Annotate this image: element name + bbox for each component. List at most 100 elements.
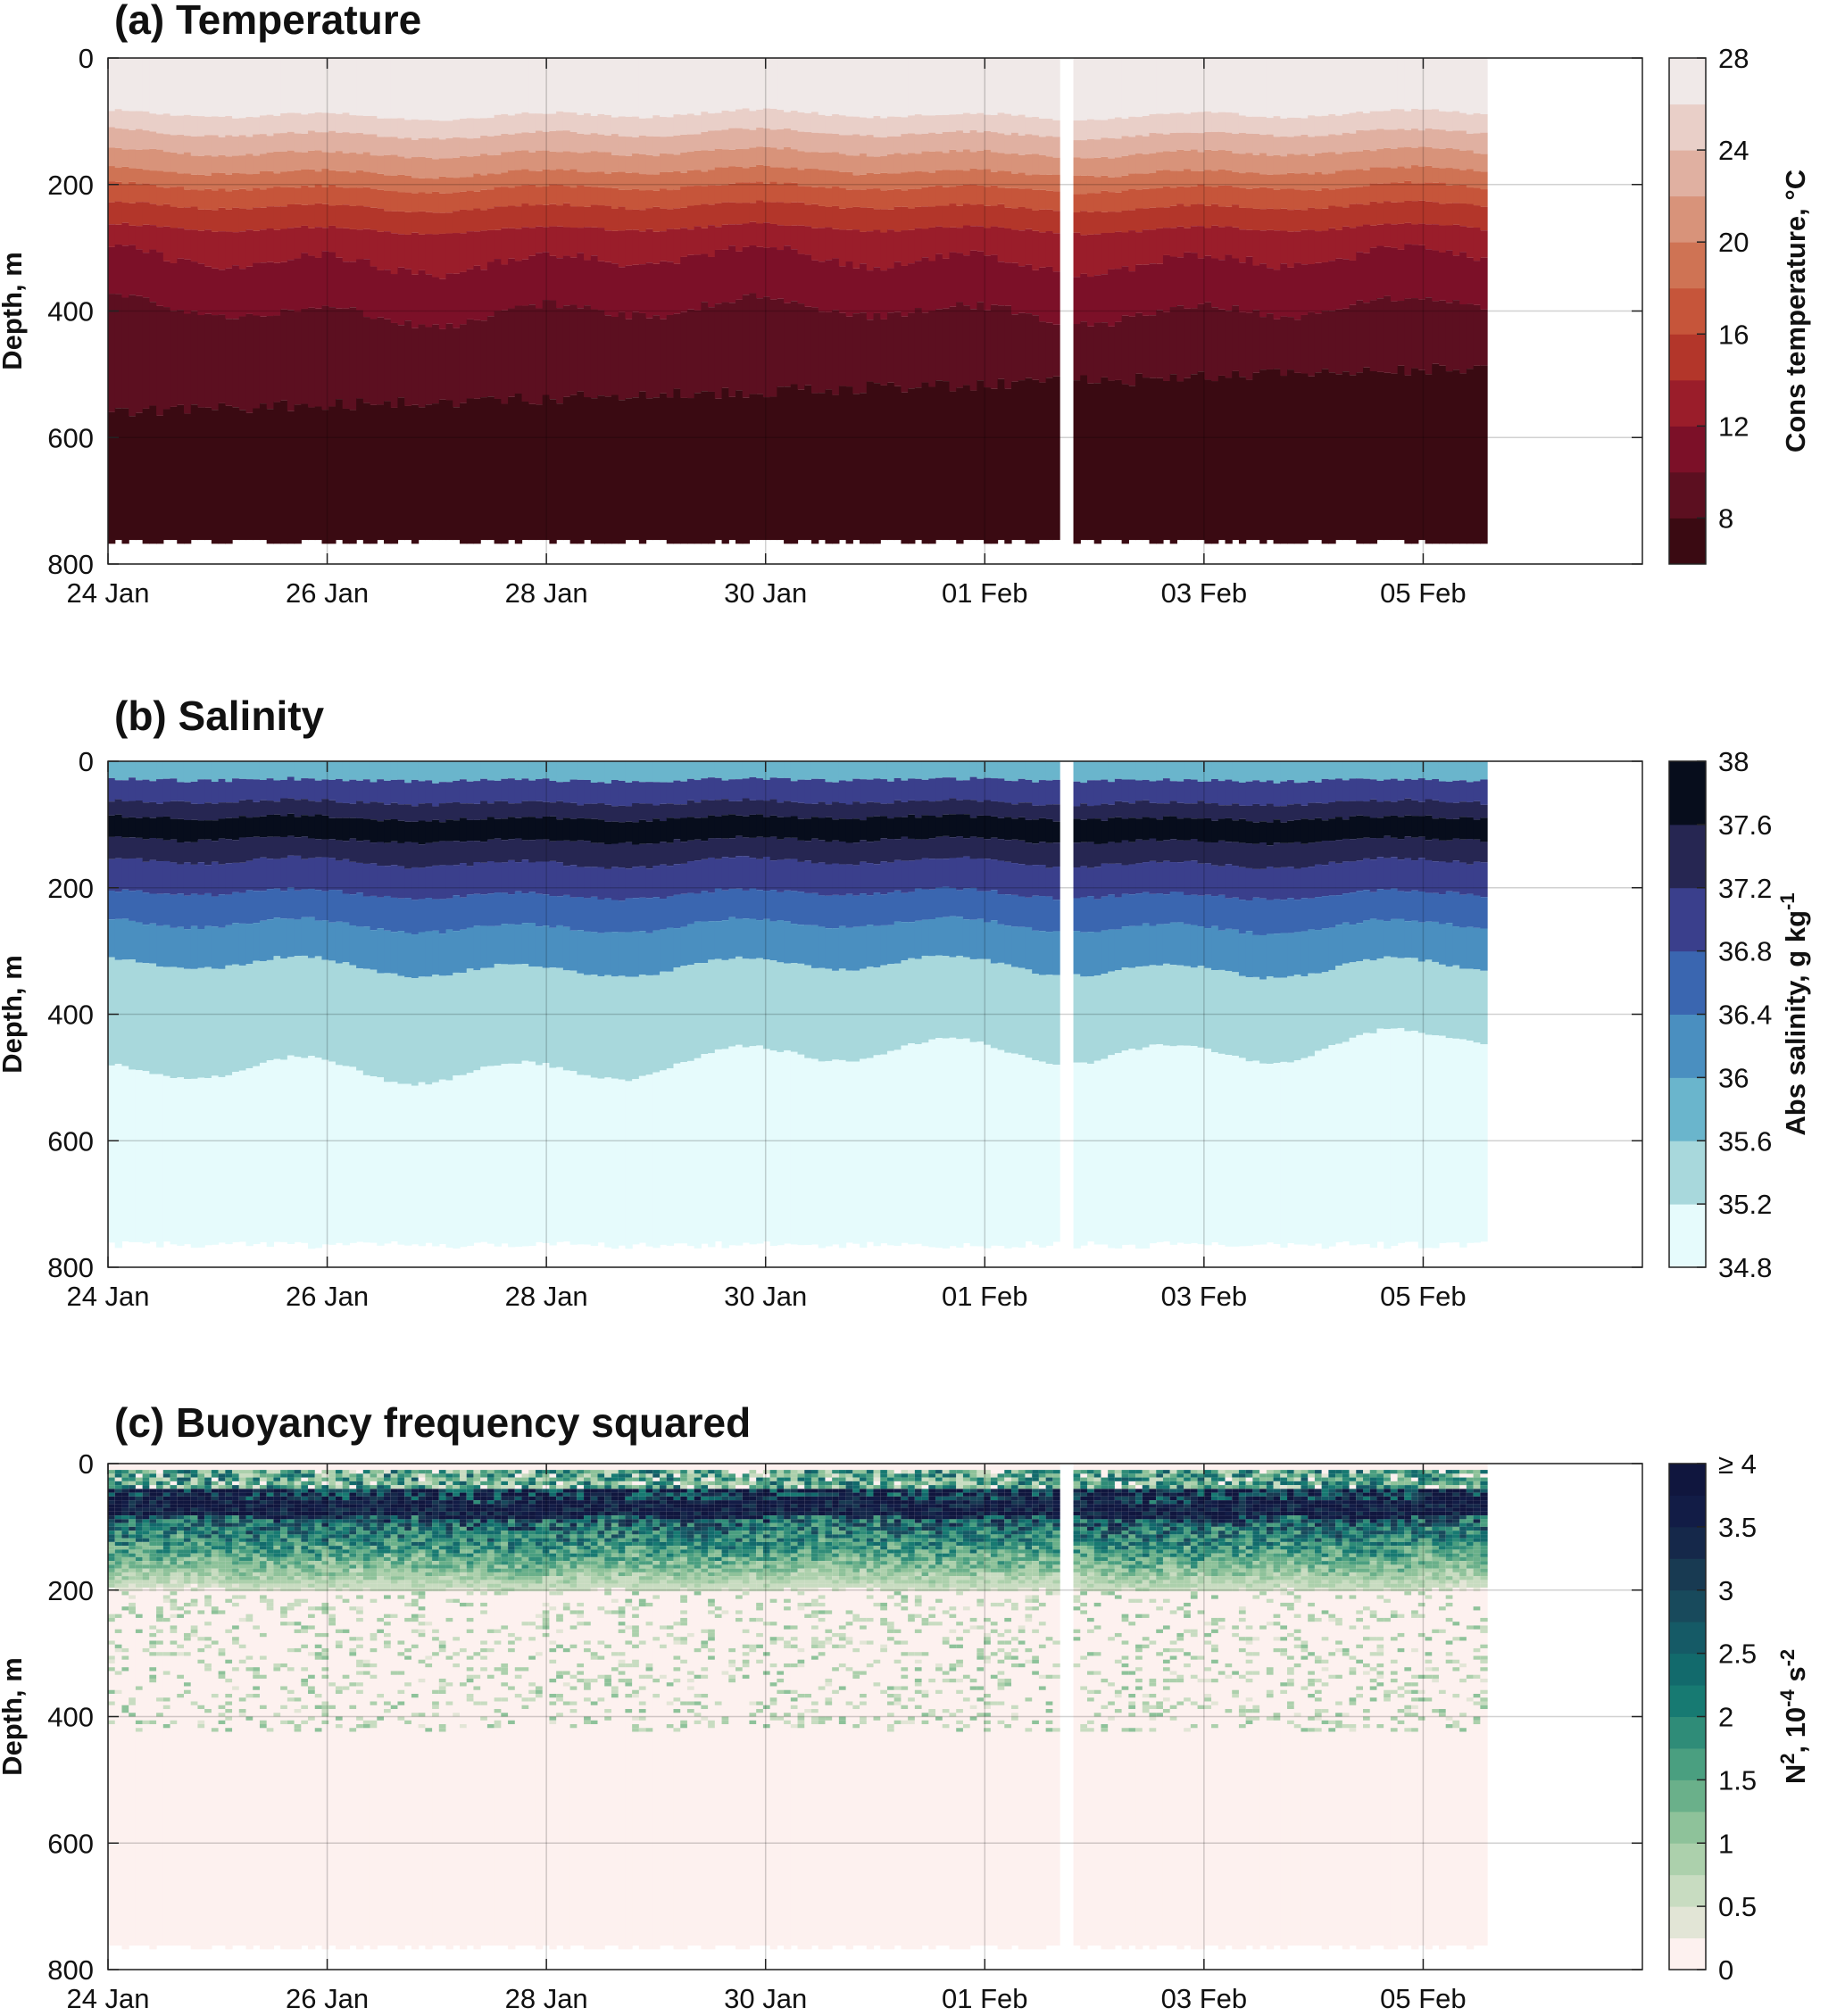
colorbar-tick-label: 36 — [1718, 1062, 1749, 1093]
colorbar-tick-label: 16 — [1718, 319, 1749, 350]
colorbar-tick-label: 37.2 — [1718, 873, 1772, 904]
y-tick-label: 800 — [47, 1954, 94, 1986]
colorbar-tick-label: ≥ 4 — [1718, 1448, 1757, 1480]
colorbar-level — [1669, 1464, 1706, 1496]
x-tick-label: 01 Feb — [942, 1281, 1028, 1312]
y-tick-label: 400 — [47, 1702, 94, 1733]
colorbar-tick-label: 2 — [1718, 1702, 1733, 1733]
y-tick-label: 0 — [79, 746, 94, 777]
x-tick-label: 01 Feb — [942, 577, 1028, 609]
colorbar: 0 0.5 1 1.5 2 2.5 3 3.5 ≥ 4 N2, 10-4 s-2 — [1668, 1448, 1812, 1986]
x-tick-label: 26 Jan — [286, 1983, 369, 2014]
x-tick-label: 03 Feb — [1161, 1983, 1248, 2014]
colorbar-tick-label: 0.5 — [1718, 1891, 1757, 1922]
y-axis-label: Depth, m — [0, 955, 28, 1074]
x-tick-label: 30 Jan — [724, 1281, 807, 1312]
colorbar-level — [1669, 150, 1706, 197]
colorbar-tick-label: 24 — [1718, 135, 1749, 166]
x-tick-label: 30 Jan — [724, 1983, 807, 2014]
x-tick-label: 01 Feb — [942, 1983, 1028, 2014]
colorbar-level — [1669, 1874, 1706, 1907]
colorbar-level — [1669, 887, 1706, 952]
colorbar-level — [1669, 1558, 1706, 1591]
colorbar-level — [1669, 950, 1706, 1015]
panel-title: (a) Temperature — [114, 0, 421, 43]
colorbar-level — [1669, 761, 1706, 825]
colorbar-level — [1669, 518, 1706, 565]
colorbar-level — [1669, 1811, 1706, 1844]
colorbar-level — [1669, 824, 1706, 889]
colorbar-tick-label: 36.4 — [1718, 1000, 1772, 1031]
colorbar-level — [1669, 1906, 1706, 1939]
colorbar-tick-label: 1.5 — [1718, 1764, 1757, 1796]
colorbar-tick-label: 3 — [1718, 1575, 1733, 1606]
y-tick-label: 400 — [47, 296, 94, 328]
colorbar-level — [1669, 242, 1706, 289]
colorbar-level — [1669, 1589, 1706, 1622]
colorbar-level — [1669, 1622, 1706, 1655]
y-tick-label: 0 — [79, 43, 94, 74]
colorbar-tick-label: 0 — [1718, 1954, 1733, 1986]
colorbar-tick-label: 35.6 — [1718, 1125, 1772, 1157]
colorbar-level — [1669, 379, 1706, 427]
colorbar-level — [1669, 1526, 1706, 1559]
colorbar-level — [1669, 1843, 1706, 1876]
x-tick-label: 03 Feb — [1161, 1281, 1248, 1312]
y-tick-label: 0 — [79, 1448, 94, 1480]
x-tick-label: 05 Feb — [1380, 1983, 1467, 2014]
heatmap-field — [108, 1464, 1642, 1970]
y-tick-label: 200 — [47, 170, 94, 201]
heatmap-field — [108, 58, 1642, 564]
y-tick-label: 800 — [47, 549, 94, 580]
x-tick-label: 24 Jan — [66, 577, 149, 609]
colorbar-level — [1669, 1495, 1706, 1528]
y-tick-label: 200 — [47, 873, 94, 904]
colorbar-level — [1669, 1077, 1706, 1141]
colorbar-level — [1669, 1747, 1706, 1780]
colorbar-tick-label: 1 — [1718, 1828, 1733, 1859]
colorbar-level — [1669, 1653, 1706, 1686]
colorbar-tick-label: 35.2 — [1718, 1189, 1772, 1220]
colorbar-label: N2, 10-4 s-2 — [1776, 1649, 1812, 1784]
colorbar-level — [1669, 471, 1706, 519]
x-tick-label: 28 Jan — [505, 577, 588, 609]
colorbar-tick-label: 2.5 — [1718, 1639, 1757, 1670]
x-tick-label: 24 Jan — [66, 1281, 149, 1312]
y-tick-label: 400 — [47, 1000, 94, 1031]
colorbar-tick-label: 38 — [1718, 746, 1749, 777]
x-tick-label: 30 Jan — [724, 577, 807, 609]
colorbar-level — [1669, 1780, 1706, 1813]
colorbar-label: Cons temperature, °C — [1780, 170, 1811, 452]
panel-title: (c) Buoyancy frequency squared — [114, 1399, 751, 1446]
heatmap-field — [108, 761, 1642, 1267]
x-tick-label: 28 Jan — [505, 1281, 588, 1312]
y-tick-label: 200 — [47, 1575, 94, 1606]
colorbar-tick-label: 8 — [1718, 502, 1733, 534]
colorbar-level — [1669, 334, 1706, 381]
y-axis-label: Depth, m — [0, 252, 28, 370]
colorbar-level — [1669, 104, 1706, 151]
x-tick-label: 28 Jan — [505, 1983, 588, 2014]
y-tick-label: 600 — [47, 1125, 94, 1157]
colorbar-level — [1669, 287, 1706, 335]
colorbar-level — [1669, 1716, 1706, 1749]
colorbar-level — [1669, 426, 1706, 473]
panel-title: (b) Salinity — [114, 693, 325, 739]
colorbar-tick-label: 28 — [1718, 43, 1749, 74]
colorbar-label: Abs salinity, g kg-1 — [1776, 892, 1812, 1135]
x-tick-label: 03 Feb — [1161, 577, 1248, 609]
colorbar-tick-label: 12 — [1718, 411, 1749, 442]
x-tick-label: 24 Jan — [66, 1983, 149, 2014]
y-tick-label: 600 — [47, 1828, 94, 1859]
colorbar-level — [1669, 1204, 1706, 1268]
y-axis-label: Depth, m — [0, 1657, 28, 1776]
colorbar-tick-label: 37.6 — [1718, 809, 1772, 841]
colorbar-level — [1669, 58, 1706, 105]
colorbar-level — [1669, 195, 1706, 243]
colorbar-tick-label: 36.8 — [1718, 936, 1772, 967]
x-tick-label: 26 Jan — [286, 1281, 369, 1312]
x-tick-label: 26 Jan — [286, 577, 369, 609]
